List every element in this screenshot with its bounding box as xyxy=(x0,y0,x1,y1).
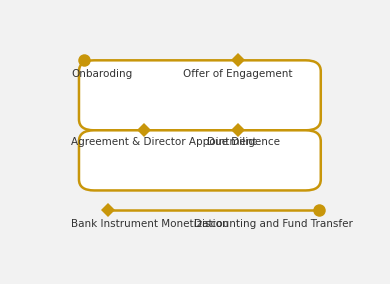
FancyBboxPatch shape xyxy=(79,130,321,191)
Text: Discounting and Fund Transfer: Discounting and Fund Transfer xyxy=(194,219,353,229)
Text: Onbaroding: Onbaroding xyxy=(71,69,133,79)
Text: Due Diligence: Due Diligence xyxy=(207,137,280,147)
Text: Bank Instrument Monetization: Bank Instrument Monetization xyxy=(71,219,229,229)
Text: Agreement & Director Appointment: Agreement & Director Appointment xyxy=(71,137,257,147)
Text: Offer of Engagement: Offer of Engagement xyxy=(183,69,293,79)
FancyBboxPatch shape xyxy=(79,60,321,130)
